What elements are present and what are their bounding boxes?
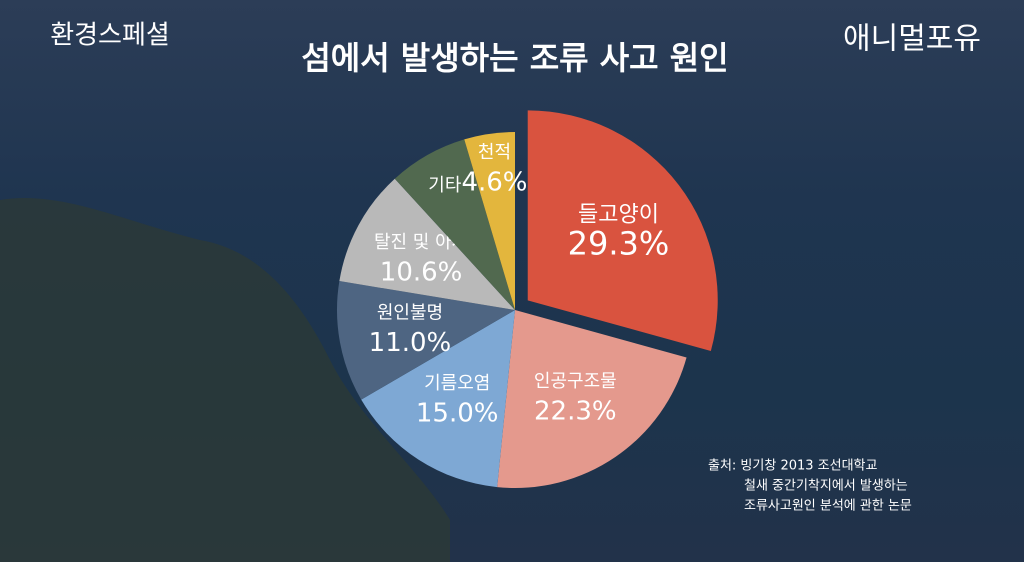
- chart-title: 섬에서 발생하는 조류 사고 원인: [301, 39, 728, 77]
- slice-value: 15.0%: [416, 398, 499, 428]
- source-line: 철새 중간기착지에서 발생하는: [744, 479, 908, 494]
- pie-slice: [394, 139, 515, 310]
- pie-slice: [361, 310, 515, 488]
- brand-left: 환경스페셜: [50, 21, 170, 51]
- pie-slice: [497, 310, 687, 488]
- source-line: 출처: 빙기창 2013 조선대학교: [708, 459, 878, 474]
- slice-value: 11.0%: [369, 328, 452, 358]
- slice-name: 인공구조물: [534, 371, 617, 392]
- pie-slice: [464, 132, 515, 310]
- slice-value: 10.6%: [380, 258, 463, 288]
- slice-name: 기타: [428, 175, 462, 196]
- pie-slice: [527, 110, 718, 352]
- slice-name: 들고양이: [578, 202, 659, 227]
- slice-value: 22.3%: [534, 397, 617, 427]
- island-silhouette: [0, 198, 450, 562]
- brand-right: 애니멀포유: [843, 22, 981, 57]
- slice-value: 29.3%: [568, 224, 670, 262]
- slice-value: 4.6%: [461, 168, 527, 198]
- slice-name: 탈진 및 아사: [374, 232, 469, 253]
- slice-name: 원인불명: [377, 302, 443, 323]
- slice-name: 기름오염: [424, 373, 490, 394]
- pie-slice: [336, 281, 515, 400]
- pie-slice: [339, 178, 515, 310]
- slice-name: 천적: [478, 142, 511, 163]
- source-line: 조류사고원인 분석에 관한 논문: [744, 499, 912, 514]
